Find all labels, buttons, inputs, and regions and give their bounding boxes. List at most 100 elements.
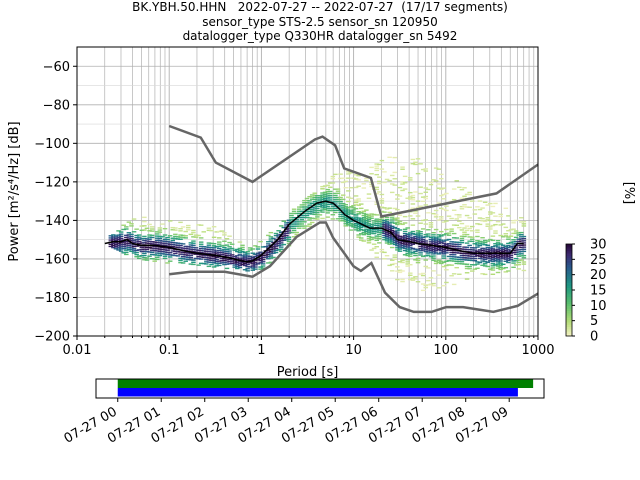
density-cell [459, 237, 465, 240]
density-cell [480, 260, 485, 262]
density-cell [477, 261, 483, 264]
density-cell [405, 259, 410, 261]
density-cell [291, 212, 297, 215]
density-cell [506, 253, 511, 255]
density-cell [278, 248, 284, 250]
density-cell [364, 232, 369, 235]
density-cell [420, 245, 426, 247]
density-cell [165, 236, 170, 239]
density-cell [379, 229, 385, 232]
density-cell [371, 232, 377, 235]
density-cell [506, 238, 511, 240]
density-cell [317, 203, 323, 205]
density-cell [408, 236, 413, 238]
density-cell [160, 240, 165, 242]
density-cell [338, 215, 343, 218]
density-cell [335, 190, 341, 192]
density-cell [493, 202, 498, 205]
density-cell [178, 257, 183, 260]
density-cell [356, 213, 361, 215]
density-cell [253, 245, 258, 247]
density-cell [343, 216, 348, 219]
density-cell [312, 192, 318, 194]
density-cell [472, 257, 478, 260]
density-cell [240, 259, 245, 261]
density-cell [247, 257, 253, 260]
density-cell [147, 251, 152, 253]
density-cell [420, 283, 426, 285]
density-cell [423, 223, 429, 225]
colorbar-label: [%] [621, 182, 636, 205]
density-cell [389, 246, 395, 249]
density-cell [464, 272, 470, 274]
density-cell [418, 247, 423, 250]
density-cell [431, 257, 436, 259]
density-cell [356, 210, 361, 213]
density-cell [320, 217, 325, 220]
density-cell [193, 247, 199, 249]
density-cell [188, 250, 194, 253]
density-cell [206, 257, 212, 259]
density-cell [410, 207, 416, 209]
density-cell [136, 257, 142, 260]
density-cell [242, 254, 248, 256]
density-cell [299, 216, 305, 219]
density-cell [142, 225, 147, 227]
density-cell [513, 243, 519, 245]
density-cell [482, 241, 488, 244]
density-cell [271, 246, 276, 248]
density-cell [423, 233, 429, 236]
density-cell [500, 223, 506, 225]
density-cell [413, 259, 418, 261]
density-cell [395, 244, 400, 247]
density-cell [389, 263, 395, 266]
density-cell [377, 235, 382, 238]
density-cell [245, 268, 250, 270]
density-cell [260, 261, 266, 263]
colorbar-segment [566, 313, 572, 316]
density-cell [183, 247, 188, 250]
density-cell [400, 238, 405, 240]
density-cell [503, 250, 509, 252]
density-cell [351, 217, 356, 220]
colorbar-segment [566, 244, 572, 247]
density-cell [340, 181, 346, 184]
density-cell [348, 186, 354, 189]
density-cell [333, 209, 338, 212]
density-cell [405, 235, 410, 238]
density-cell [142, 256, 147, 259]
density-cell [472, 213, 478, 215]
density-cell [423, 240, 429, 242]
density-cell [142, 248, 147, 250]
density-cell [325, 199, 330, 201]
density-cell [441, 257, 447, 259]
density-cell [449, 228, 454, 230]
density-cell [361, 231, 367, 234]
density-cell [449, 217, 454, 220]
density-cell [516, 253, 521, 255]
density-cell [439, 177, 444, 180]
density-cell [147, 223, 152, 226]
density-cell [348, 223, 354, 225]
density-cell [118, 237, 124, 240]
density-cell [377, 220, 382, 223]
density-cell [152, 254, 157, 256]
density-cell [444, 205, 449, 207]
density-cell [488, 268, 493, 270]
density-cell [214, 260, 219, 263]
density-cell [485, 217, 490, 219]
density-cell [338, 196, 343, 199]
density-cell [369, 230, 374, 232]
density-cell [266, 258, 271, 260]
density-cell [180, 255, 186, 258]
density-cell [121, 243, 126, 246]
density-cell [173, 250, 178, 253]
density-cell [377, 191, 382, 193]
density-cell [454, 241, 460, 243]
density-cell [108, 237, 114, 239]
density-cell [211, 266, 217, 268]
density-cell [346, 224, 351, 226]
density-cell [490, 212, 496, 214]
density-cell [142, 239, 147, 242]
density-cell [111, 242, 116, 245]
